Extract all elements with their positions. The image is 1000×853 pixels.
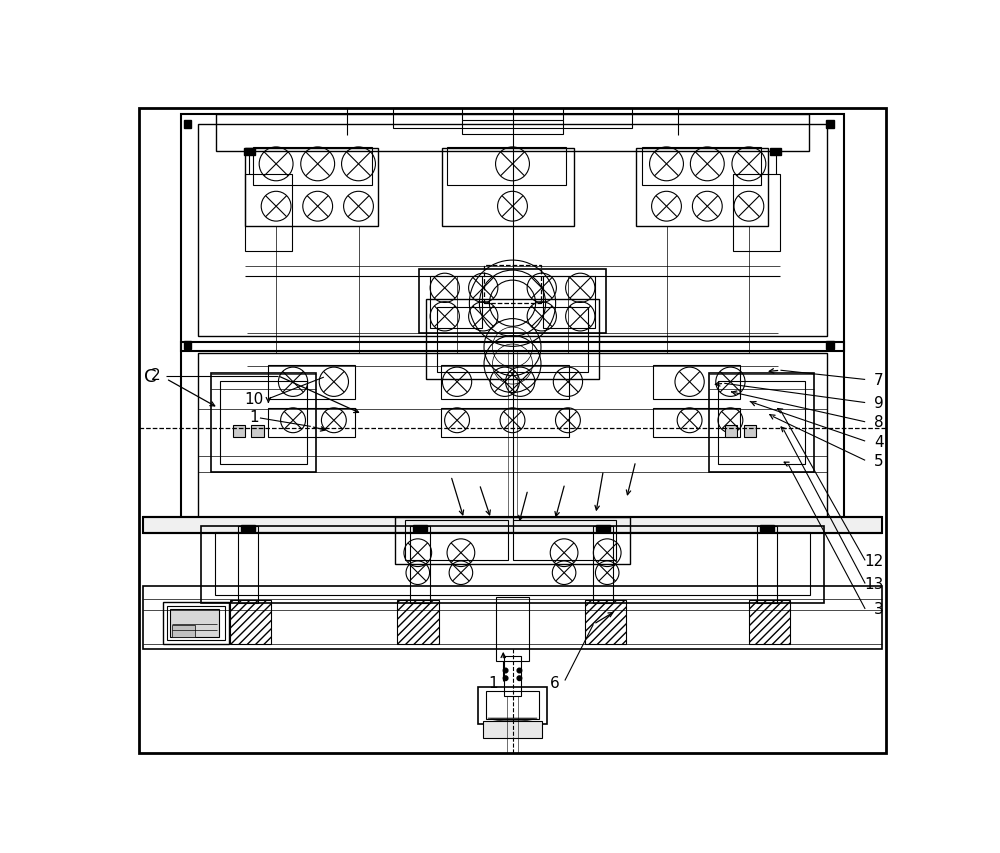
- Bar: [244, 148, 255, 156]
- Text: 8: 8: [874, 415, 884, 430]
- Text: C: C: [144, 368, 157, 386]
- Text: 1: 1: [249, 409, 259, 425]
- Text: 7: 7: [874, 373, 884, 387]
- Circle shape: [517, 669, 522, 673]
- Bar: [393, 109, 632, 129]
- Bar: [441, 365, 569, 399]
- Bar: [241, 525, 255, 531]
- Bar: [230, 601, 271, 644]
- Bar: [172, 625, 195, 637]
- Bar: [447, 148, 566, 186]
- Bar: [198, 125, 827, 336]
- Bar: [486, 692, 539, 719]
- Bar: [245, 148, 378, 227]
- Bar: [216, 114, 809, 152]
- Text: 12: 12: [864, 554, 884, 568]
- Bar: [163, 602, 229, 644]
- Bar: [184, 341, 191, 349]
- Bar: [653, 365, 740, 399]
- Bar: [709, 374, 814, 473]
- Bar: [253, 148, 372, 186]
- Bar: [642, 148, 761, 186]
- Bar: [430, 276, 482, 328]
- Bar: [543, 276, 595, 328]
- Text: 13: 13: [864, 577, 884, 591]
- Bar: [504, 656, 521, 696]
- Bar: [760, 525, 774, 531]
- Bar: [143, 586, 882, 649]
- Bar: [596, 525, 610, 531]
- Bar: [593, 526, 613, 603]
- Bar: [419, 270, 606, 334]
- Bar: [184, 121, 191, 129]
- Bar: [198, 354, 827, 517]
- Bar: [268, 409, 355, 438]
- Bar: [484, 265, 541, 304]
- Bar: [410, 526, 430, 603]
- Bar: [770, 148, 781, 156]
- Bar: [441, 409, 569, 438]
- Bar: [725, 426, 737, 438]
- Bar: [826, 341, 834, 349]
- Bar: [397, 601, 439, 644]
- Bar: [238, 526, 258, 603]
- Bar: [826, 121, 834, 129]
- Circle shape: [503, 669, 508, 673]
- Bar: [442, 148, 574, 227]
- Bar: [478, 687, 547, 724]
- Bar: [268, 365, 355, 399]
- Bar: [653, 409, 740, 438]
- Bar: [143, 517, 882, 534]
- Bar: [233, 426, 245, 438]
- Text: 5: 5: [874, 453, 884, 468]
- Bar: [201, 526, 824, 603]
- Bar: [167, 606, 225, 640]
- Bar: [733, 175, 780, 252]
- Bar: [483, 721, 542, 738]
- Bar: [718, 381, 805, 465]
- Bar: [181, 342, 844, 529]
- Text: 2: 2: [151, 367, 160, 382]
- Bar: [512, 520, 616, 560]
- Bar: [170, 609, 219, 637]
- Bar: [496, 598, 529, 661]
- Bar: [220, 381, 307, 465]
- Bar: [251, 426, 264, 438]
- Text: 6: 6: [549, 675, 559, 690]
- Bar: [211, 374, 316, 473]
- Bar: [405, 520, 508, 560]
- Bar: [462, 121, 563, 135]
- Polygon shape: [488, 718, 537, 724]
- Text: 4: 4: [874, 434, 884, 449]
- Bar: [413, 525, 427, 531]
- Bar: [426, 300, 599, 380]
- Bar: [749, 601, 790, 644]
- Bar: [636, 148, 768, 227]
- Text: 1: 1: [488, 675, 497, 690]
- Bar: [744, 426, 756, 438]
- Bar: [585, 601, 626, 644]
- Text: 10: 10: [245, 392, 264, 407]
- Text: 3: 3: [874, 601, 884, 617]
- Bar: [181, 114, 844, 351]
- Text: 9: 9: [874, 396, 884, 410]
- Bar: [245, 175, 292, 252]
- Bar: [395, 517, 630, 565]
- Circle shape: [503, 676, 508, 681]
- Bar: [437, 308, 588, 372]
- Circle shape: [517, 676, 522, 681]
- Bar: [215, 532, 810, 595]
- Bar: [757, 526, 777, 603]
